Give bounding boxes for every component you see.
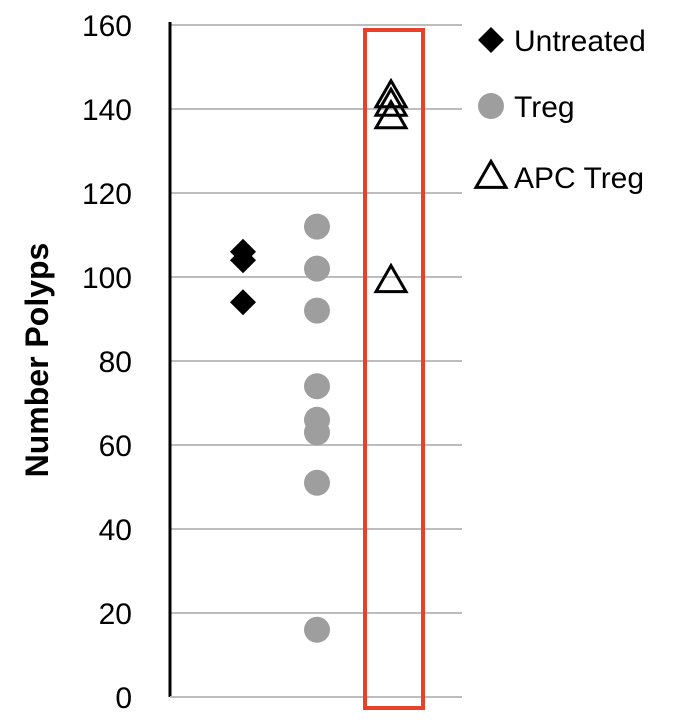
treg-point [304,616,330,643]
legend-marker-untreated [478,27,504,53]
y-tick-label: 0 [115,682,132,715]
y-tick-labels: 0 20 40 60 80 100 120 140 160 [82,10,132,715]
apc-treg-point [373,262,409,294]
treg-point [304,213,330,240]
highlight-box [363,28,425,710]
y-tick-label: 120 [82,178,132,211]
legend-label: Untreated [514,25,646,58]
apc-treg-point [373,98,409,130]
legend-label: APC Treg [514,162,644,195]
untreated-point [230,247,256,274]
legend-marker-treg [478,93,504,119]
y-tick-label: 160 [82,10,132,43]
apc-treg-point [373,86,409,117]
apc-treg-point [373,77,409,109]
legend-label: Treg [514,91,575,124]
treg-point [304,373,330,400]
legend: Untreated Treg APC Treg [473,25,646,195]
y-tick-label: 140 [82,94,132,127]
untreated-point [230,289,256,316]
treg-point [304,469,330,496]
y-tick-label: 40 [99,514,132,547]
y-tick-label: 80 [99,346,132,379]
y-tick-label: 100 [82,262,132,295]
y-tick-label: 60 [99,430,132,463]
treg-point [304,419,330,446]
legend-marker-apc-treg [473,158,509,189]
y-axis-title: Number Polyps [19,243,55,478]
data-points [230,77,409,643]
treg-point [304,255,330,282]
treg-point [304,297,330,324]
y-tick-label: 20 [99,598,132,631]
